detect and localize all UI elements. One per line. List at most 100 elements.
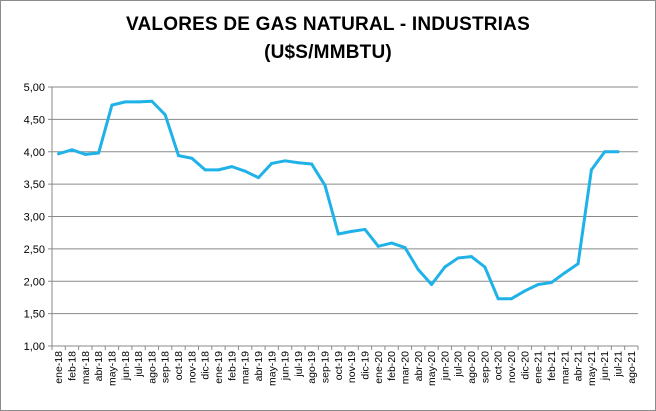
data-point bbox=[150, 99, 154, 103]
x-tick-label: abr-18 bbox=[93, 351, 105, 382]
data-point bbox=[496, 297, 500, 301]
x-tick-label: dic-19 bbox=[359, 351, 371, 380]
x-tick-label: ene-19 bbox=[213, 351, 225, 384]
data-point bbox=[256, 176, 260, 180]
data-point bbox=[443, 265, 447, 269]
x-tick-label: jul-19 bbox=[293, 351, 305, 378]
x-tick-label: ago-21 bbox=[626, 351, 638, 384]
chart-subtitle: (U$S/MMBTU) bbox=[264, 42, 392, 63]
x-tick-label: abr-20 bbox=[413, 351, 425, 382]
data-point bbox=[283, 159, 287, 163]
gridlines bbox=[52, 86, 638, 315]
x-axis-ticks: ene-18 feb-18 mar-18 abr-18 may-18 jun-18 jul-… bbox=[51, 346, 639, 386]
data-point bbox=[323, 183, 327, 187]
data-point bbox=[296, 161, 300, 165]
data-point bbox=[603, 150, 607, 154]
data-point bbox=[310, 162, 314, 166]
x-tick-label: ene-20 bbox=[373, 351, 385, 384]
x-tick-label: mar-18 bbox=[80, 351, 92, 384]
x-tick-label: sep-20 bbox=[479, 351, 491, 383]
x-tick-label: ago-18 bbox=[146, 351, 158, 384]
data-point bbox=[509, 297, 513, 301]
y-tick-label: 3,00 bbox=[24, 212, 45, 224]
data-point bbox=[70, 148, 74, 152]
data-point bbox=[190, 156, 194, 160]
y-tick-label: 4,50 bbox=[24, 114, 45, 126]
data-point bbox=[123, 100, 127, 104]
x-tick-label: may-21 bbox=[586, 351, 598, 386]
data-point bbox=[549, 281, 553, 285]
data-point bbox=[137, 100, 141, 104]
x-tick-label: mar-21 bbox=[559, 351, 571, 384]
x-tick-label: may-18 bbox=[106, 351, 118, 386]
x-tick-label: ene-18 bbox=[53, 351, 65, 384]
y-tick-label: 1,50 bbox=[24, 309, 45, 321]
data-point bbox=[163, 113, 167, 117]
data-point bbox=[203, 168, 207, 172]
x-tick-label: jul-20 bbox=[453, 351, 465, 378]
x-tick-label: jun-20 bbox=[439, 351, 451, 381]
data-point bbox=[536, 282, 540, 286]
x-tick-label: dic-18 bbox=[200, 351, 212, 380]
data-point bbox=[416, 268, 420, 272]
data-point bbox=[83, 152, 87, 156]
data-point bbox=[456, 256, 460, 260]
x-tick-label: dic-20 bbox=[519, 351, 531, 380]
y-tick-label: 2,50 bbox=[24, 244, 45, 256]
x-tick-label: jun-19 bbox=[280, 351, 292, 381]
data-point bbox=[430, 282, 434, 286]
data-point bbox=[350, 229, 354, 233]
data-point bbox=[470, 255, 474, 259]
x-tick-label: feb-18 bbox=[66, 351, 78, 381]
x-tick-label: may-19 bbox=[266, 351, 278, 386]
x-tick-label: nov-18 bbox=[186, 351, 198, 383]
data-point bbox=[403, 246, 407, 250]
x-tick-label: ago-19 bbox=[306, 351, 318, 384]
data-point bbox=[576, 262, 580, 266]
data-point bbox=[270, 161, 274, 165]
data-point bbox=[563, 271, 567, 275]
x-tick-label: oct-19 bbox=[333, 351, 345, 380]
data-point bbox=[376, 244, 380, 248]
x-tick-label: oct-20 bbox=[493, 351, 505, 380]
data-point bbox=[589, 168, 593, 172]
y-tick-label: 4,00 bbox=[24, 147, 45, 159]
data-point bbox=[110, 103, 114, 107]
x-tick-label: jul-21 bbox=[613, 351, 625, 378]
x-tick-label: nov-19 bbox=[346, 351, 358, 383]
axes bbox=[51, 87, 638, 347]
x-tick-label: jul-18 bbox=[133, 351, 145, 378]
x-tick-label: feb-19 bbox=[226, 351, 238, 381]
x-tick-label: feb-21 bbox=[546, 351, 558, 381]
x-tick-label: ene-21 bbox=[533, 351, 545, 384]
data-point bbox=[336, 232, 340, 236]
data-point bbox=[216, 168, 220, 172]
x-tick-label: jun-18 bbox=[120, 351, 132, 381]
x-tick-label: feb-20 bbox=[386, 351, 398, 381]
x-tick-label: may-20 bbox=[426, 351, 438, 386]
data-point bbox=[177, 154, 181, 158]
data-point bbox=[390, 241, 394, 245]
y-axis-ticks: 1,00 1,50 2,00 2,50 3,00 3,50 4,00 4,50 5,00 bbox=[24, 82, 52, 353]
x-tick-label: sep-18 bbox=[160, 351, 172, 383]
chart-title: VALORES DE GAS NATURAL - INDUSTRIAS bbox=[126, 14, 530, 35]
x-tick-label: mar-20 bbox=[399, 351, 411, 384]
series-group bbox=[57, 99, 620, 301]
x-tick-label: abr-19 bbox=[253, 351, 265, 382]
data-point bbox=[230, 165, 234, 169]
y-tick-label: 1,00 bbox=[24, 341, 45, 353]
x-tick-label: nov-20 bbox=[506, 351, 518, 383]
y-tick-label: 2,00 bbox=[24, 276, 45, 288]
series-line bbox=[57, 99, 620, 301]
x-tick-label: sep-19 bbox=[320, 351, 332, 383]
data-point bbox=[616, 150, 620, 154]
data-point bbox=[97, 151, 101, 155]
data-point bbox=[363, 227, 367, 231]
y-tick-label: 3,50 bbox=[24, 179, 45, 191]
x-tick-label: oct-18 bbox=[173, 351, 185, 380]
y-tick-label: 5,00 bbox=[24, 82, 45, 94]
data-point bbox=[523, 289, 527, 293]
data-point bbox=[483, 265, 487, 269]
x-tick-label: mar-19 bbox=[240, 351, 252, 384]
